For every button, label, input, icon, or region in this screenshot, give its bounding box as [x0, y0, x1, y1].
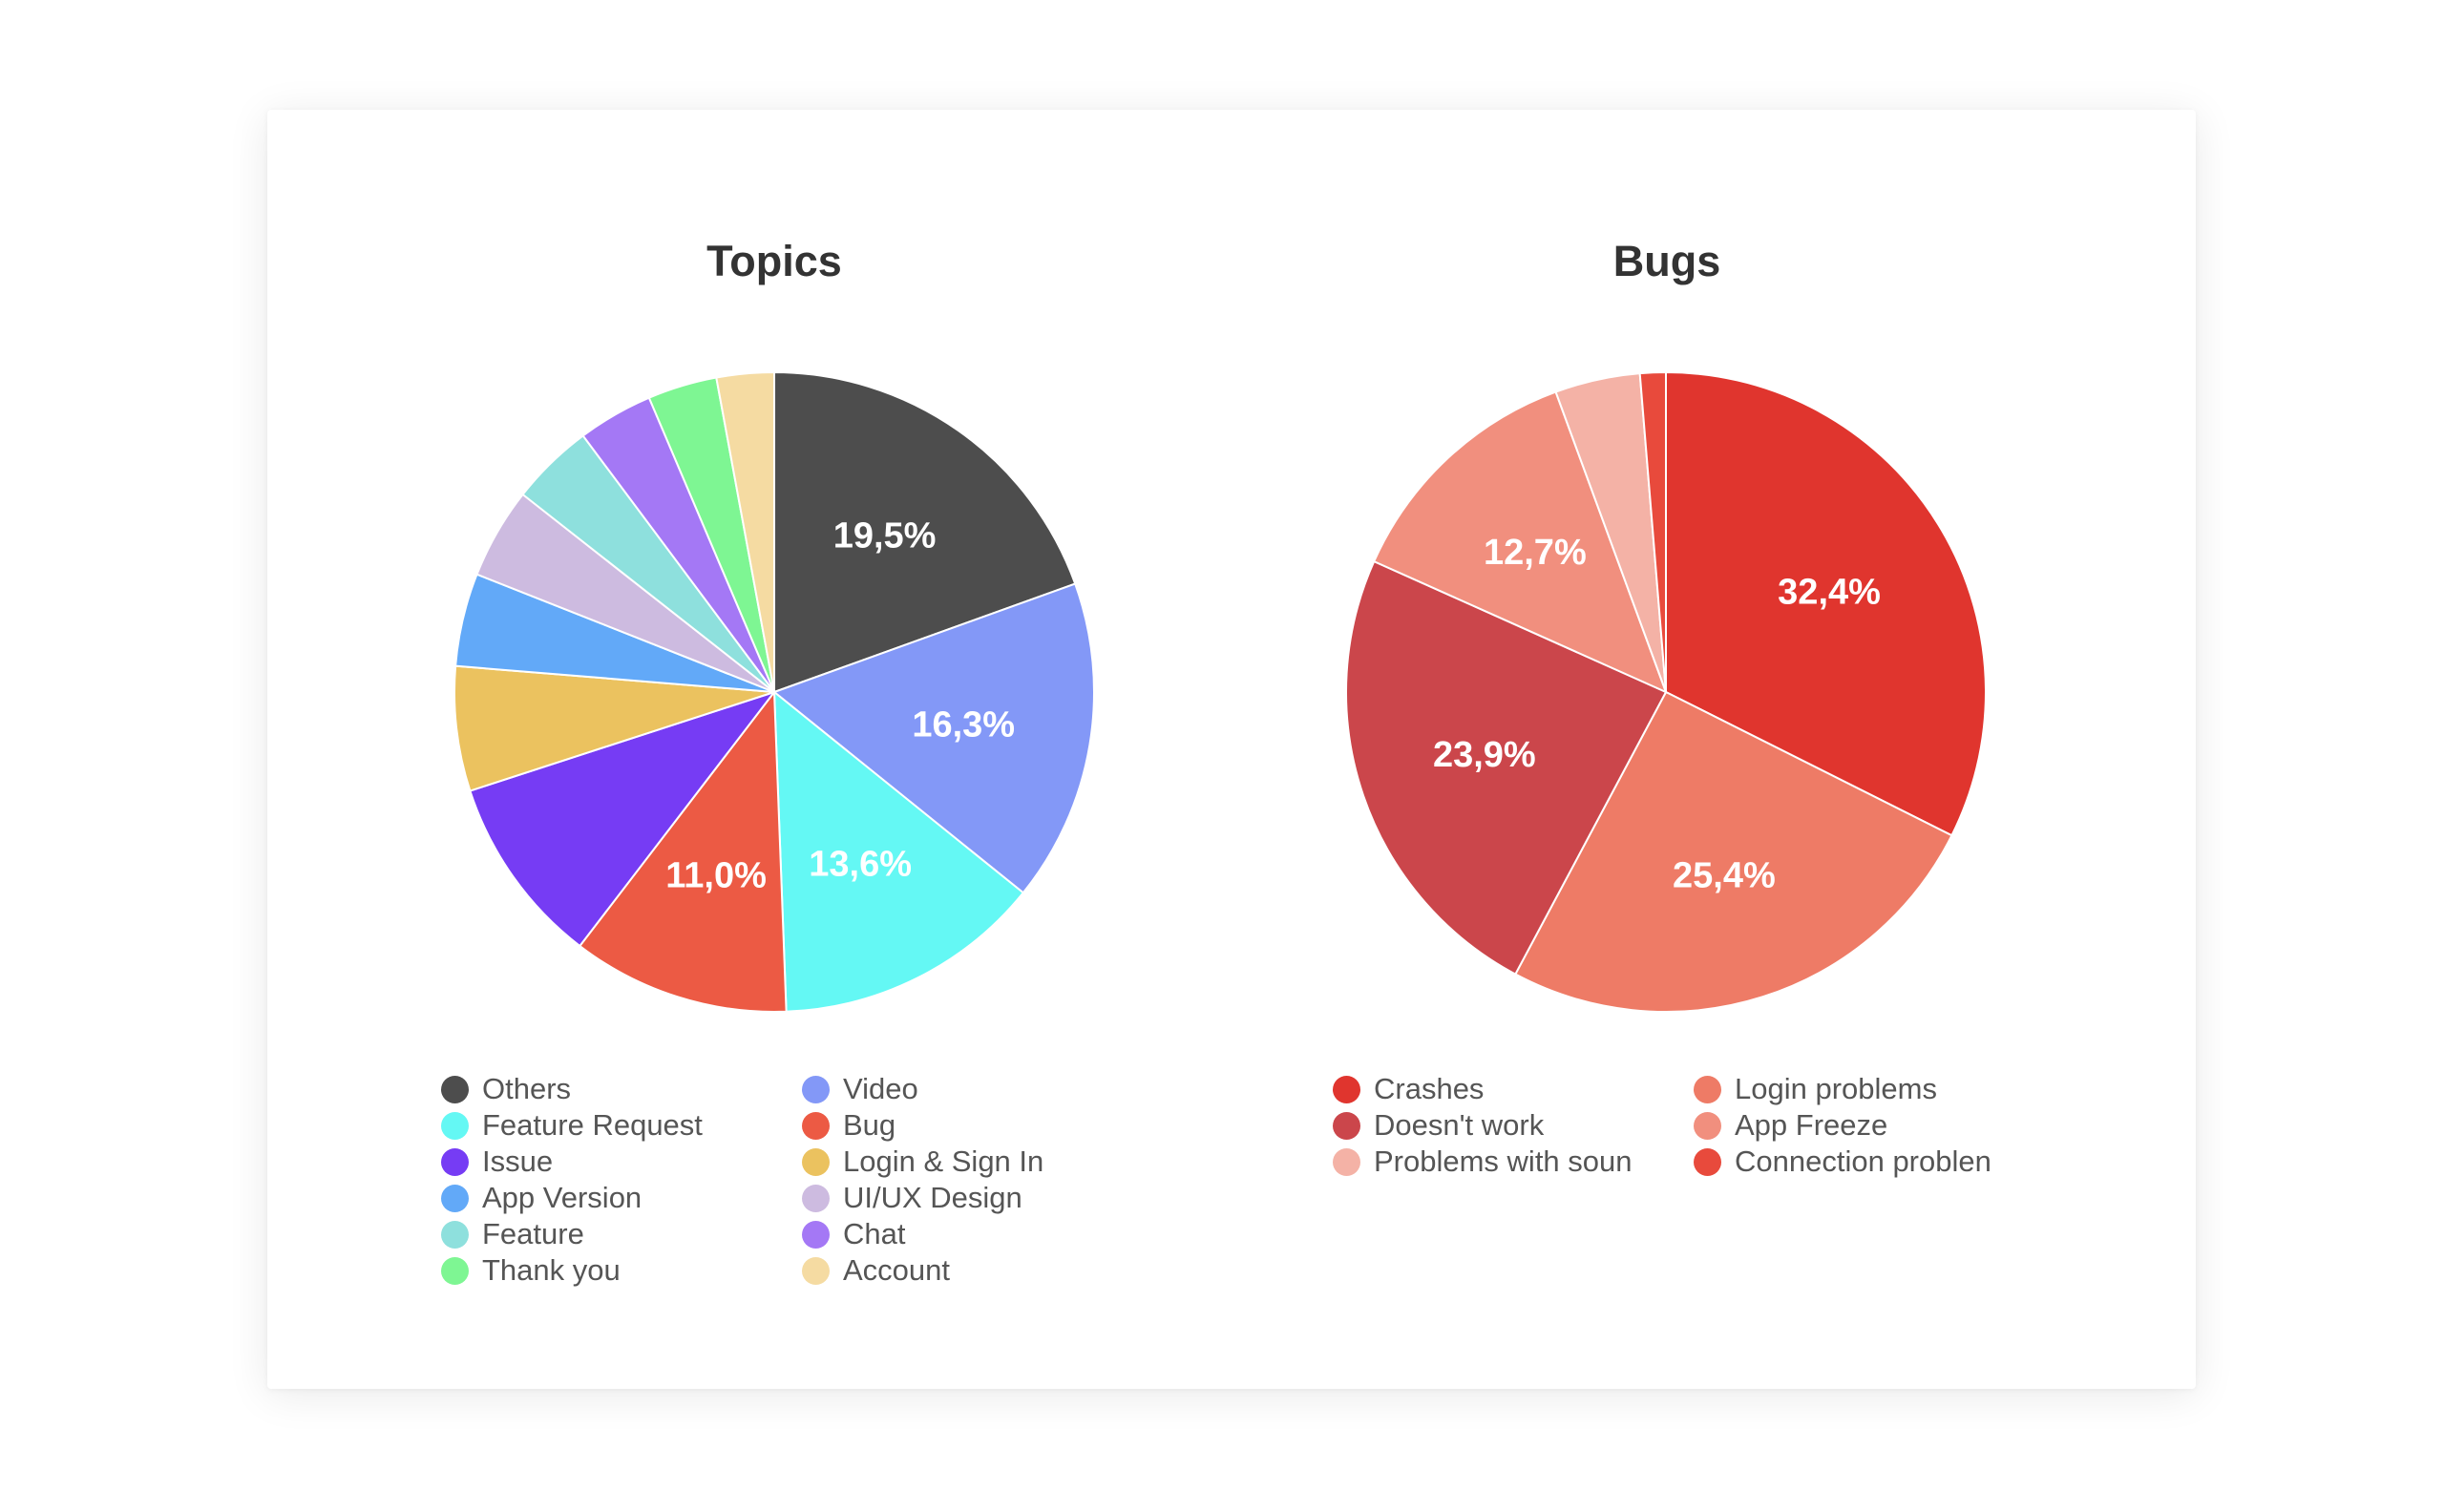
- slice-value-label: 13,6%: [809, 845, 912, 885]
- legend-label: Connection problen: [1735, 1144, 1991, 1178]
- legend-label: UI/UX Design: [843, 1181, 1022, 1214]
- legend-label: Doesn't work: [1374, 1108, 1545, 1142]
- legend-label: Bug: [843, 1108, 896, 1142]
- legend-swatch: [441, 1256, 469, 1285]
- legend-swatch: [1333, 1075, 1360, 1103]
- legend-swatch: [441, 1111, 469, 1140]
- slice-value-label: 12,7%: [1484, 533, 1587, 573]
- legend-swatch: [802, 1147, 830, 1176]
- legend-swatch: [802, 1075, 830, 1103]
- legend-label: App Freeze: [1735, 1108, 1888, 1142]
- pie-slice-doesn-t-work[interactable]: [1345, 559, 1668, 976]
- legend-item-problems-with-soun[interactable]: Problems with soun: [1333, 1144, 1633, 1180]
- legend-item-crashes[interactable]: Crashes: [1333, 1071, 1484, 1107]
- pie-slice-video[interactable]: [771, 582, 1095, 894]
- legend-swatch: [802, 1111, 830, 1140]
- slice-value-label: 16,3%: [912, 704, 1015, 745]
- legend-label: App Version: [482, 1181, 643, 1214]
- legend-item-feature[interactable]: Feature: [441, 1216, 584, 1252]
- legend-swatch: [441, 1220, 469, 1249]
- slice-value-label: 19,5%: [833, 516, 937, 556]
- pie-slice-bug[interactable]: [578, 689, 788, 1013]
- pie-slice-issue[interactable]: [469, 690, 777, 948]
- legend-item-feature-request[interactable]: Feature Request: [441, 1107, 703, 1144]
- bugs-pie-chart: 32,4% 25,4% 23,9% 12,7%: [1345, 370, 1987, 1013]
- legend-swatch: [802, 1184, 830, 1212]
- legend-item-video[interactable]: Video: [802, 1071, 918, 1107]
- legend-swatch: [1694, 1147, 1721, 1176]
- legend-swatch: [1694, 1111, 1721, 1140]
- legend-label: Chat: [843, 1217, 906, 1250]
- legend-item-others[interactable]: Others: [441, 1071, 571, 1107]
- slice-value-label: 11,0%: [665, 856, 767, 896]
- pie-slice-account[interactable]: [715, 370, 775, 693]
- topics-pie-chart: 19,5% 16,3% 13,6% 11,0%: [453, 370, 1095, 1013]
- legend-swatch: [1333, 1147, 1360, 1176]
- legend-label: Feature: [482, 1217, 584, 1250]
- legend-label: Thank you: [482, 1253, 621, 1287]
- pie-slice-others[interactable]: [773, 370, 1077, 694]
- pie-slice-feature-request[interactable]: [772, 689, 1025, 1013]
- slice-value-label: 23,9%: [1433, 735, 1536, 775]
- pie-slice-connection-problen[interactable]: [1638, 370, 1667, 693]
- legend-item-chat[interactable]: Chat: [802, 1216, 905, 1252]
- legend-label: Login problems: [1735, 1072, 1937, 1105]
- legend-label: Account: [843, 1253, 951, 1287]
- legend-item-login-sign-in[interactable]: Login & Sign In: [802, 1144, 1043, 1180]
- pie-slice-login-sign-in[interactable]: [453, 664, 775, 792]
- legend-item-app-freeze[interactable]: App Freeze: [1694, 1107, 1887, 1144]
- slice-value-label: 25,4%: [1673, 856, 1776, 896]
- legend-item-thank-you[interactable]: Thank you: [441, 1252, 621, 1289]
- legend-label: Login & Sign In: [843, 1144, 1044, 1178]
- topics-chart-title: Topics: [706, 237, 842, 285]
- legend-item-account[interactable]: Account: [802, 1252, 950, 1289]
- legend-label: Feature Request: [482, 1108, 703, 1142]
- legend-item-doesn-t-work[interactable]: Doesn't work: [1333, 1107, 1544, 1144]
- legend-swatch: [1333, 1111, 1360, 1140]
- legend-swatch: [441, 1075, 469, 1103]
- legend-item-connection-problen[interactable]: Connection problen: [1694, 1144, 1991, 1180]
- bugs-chart-title: Bugs: [1612, 237, 1721, 285]
- legend-label: Problems with soun: [1374, 1144, 1633, 1178]
- pie-slice-login-problems[interactable]: [1513, 690, 1953, 1013]
- pie-slice-app-freeze[interactable]: [1372, 390, 1668, 694]
- pie-slice-crashes[interactable]: [1665, 370, 1987, 837]
- legend-item-issue[interactable]: Issue: [441, 1144, 553, 1180]
- legend-swatch: [802, 1220, 830, 1249]
- legend-label: Video: [843, 1072, 918, 1105]
- legend-item-app-version[interactable]: App Version: [441, 1180, 642, 1216]
- legend-swatch: [802, 1256, 830, 1285]
- legend-label: Crashes: [1374, 1072, 1485, 1105]
- legend-label: Others: [482, 1072, 572, 1105]
- legend-item-ui-ux-design[interactable]: UI/UX Design: [802, 1180, 1022, 1216]
- legend-label: Issue: [482, 1144, 554, 1178]
- legend-item-bug[interactable]: Bug: [802, 1107, 895, 1144]
- legend-swatch: [1694, 1075, 1721, 1103]
- legend-item-login-problems[interactable]: Login problems: [1694, 1071, 1937, 1107]
- legend-swatch: [441, 1184, 469, 1212]
- legend-swatch: [441, 1147, 469, 1176]
- slice-value-label: 32,4%: [1778, 572, 1881, 612]
